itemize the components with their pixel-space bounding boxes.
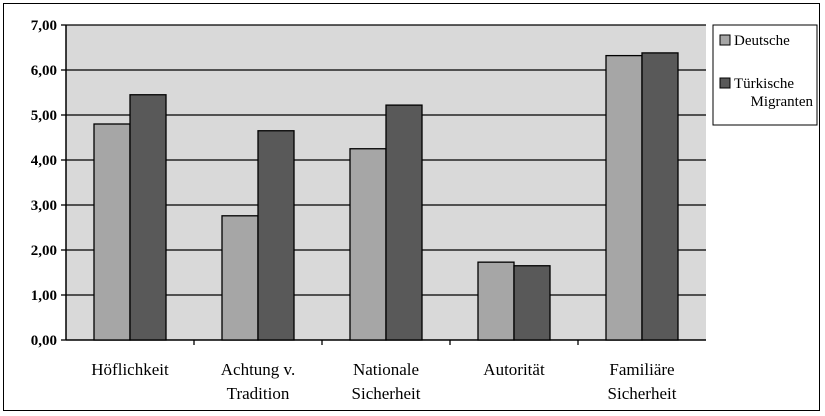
x-category-label: Höflichkeit: [91, 360, 169, 379]
x-category-label: Autorität: [483, 360, 545, 379]
y-tick-label: 3,00: [31, 198, 57, 214]
bar-deutsche: [350, 149, 386, 340]
bar-deutsche: [606, 56, 642, 340]
bar-tuerkische-migranten: [386, 105, 422, 340]
legend-label-tuerkische: Türkische: [734, 76, 794, 92]
legend-label-deutsche: Deutsche: [734, 33, 790, 49]
legend-swatch-tuerkische-migranten: [720, 78, 730, 88]
x-category-label: Nationale: [353, 360, 419, 379]
y-tick-label: 5,00: [31, 108, 57, 124]
x-category-label: Sicherheit: [352, 384, 421, 403]
y-tick-label: 0,00: [31, 333, 57, 349]
y-tick-label: 1,00: [31, 288, 57, 304]
x-category-label: Tradition: [227, 384, 290, 403]
bar-tuerkische-migranten: [642, 53, 678, 340]
y-tick-label: 6,00: [31, 63, 57, 79]
x-category-label: Achtung v.: [221, 360, 295, 379]
x-category-label: Familiäre: [609, 360, 674, 379]
bar-tuerkische-migranten: [258, 131, 294, 340]
y-tick-label: 4,00: [31, 153, 57, 169]
y-tick-label: 2,00: [31, 243, 57, 259]
legend-swatch-deutsche: [720, 35, 730, 45]
y-tick-label: 7,00: [31, 18, 57, 34]
bar-tuerkische-migranten: [130, 95, 166, 340]
legend-label-migranten: Migranten: [751, 94, 814, 110]
bar-tuerkische-migranten: [514, 266, 550, 340]
bar-deutsche: [94, 124, 130, 340]
bar-deutsche: [478, 262, 514, 340]
x-category-label: Sicherheit: [608, 384, 677, 403]
bar-deutsche: [222, 216, 258, 340]
